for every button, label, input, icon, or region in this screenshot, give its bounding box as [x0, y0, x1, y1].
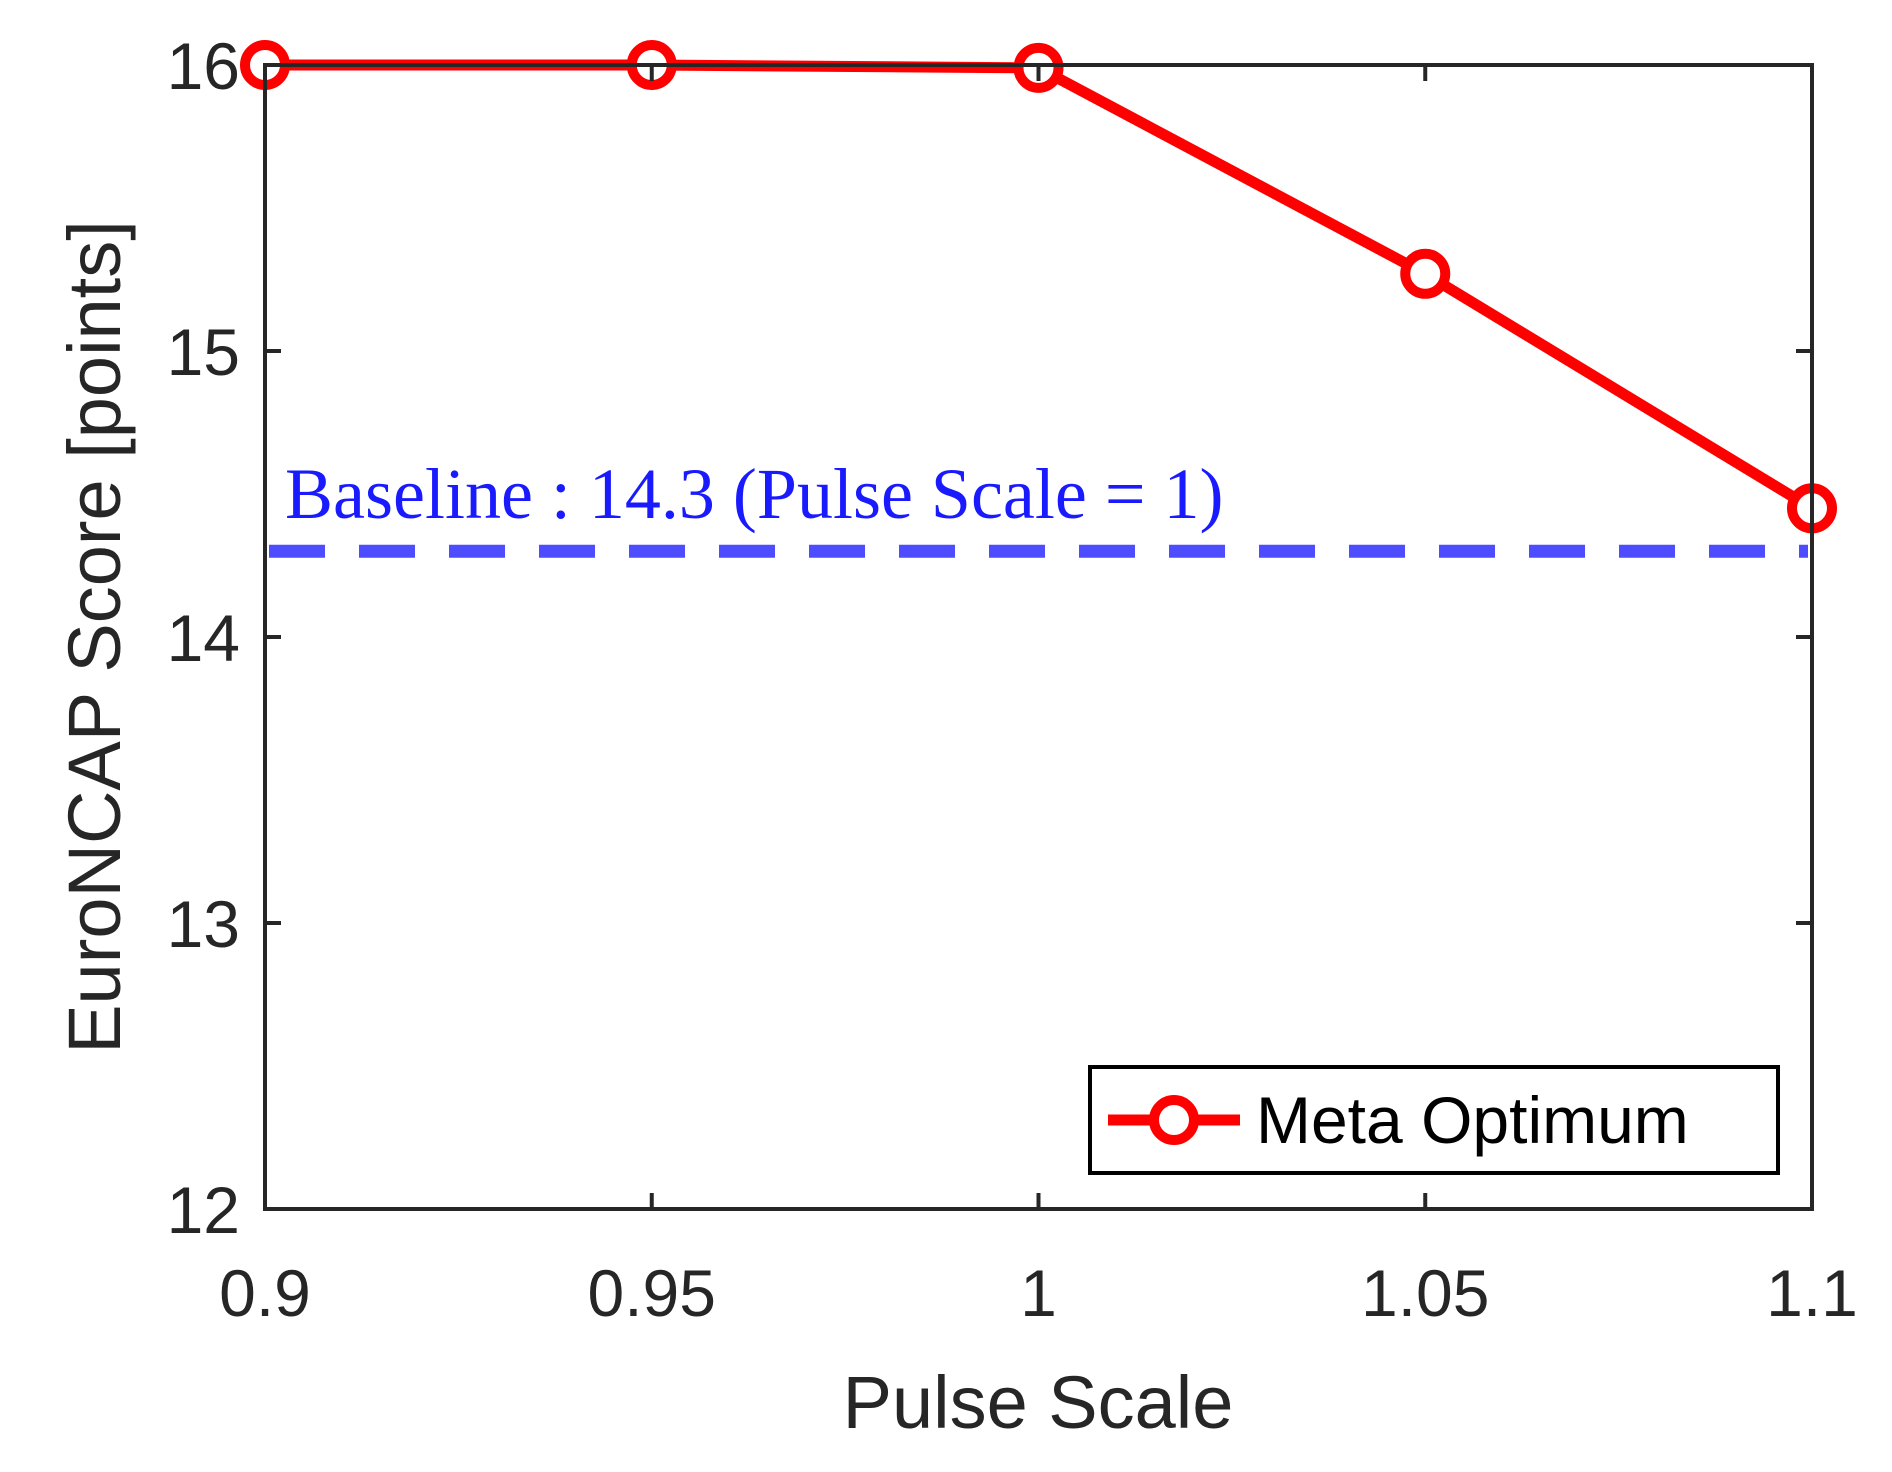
x-tick-label: 0.9	[219, 1256, 311, 1330]
y-axis-title: EuroNCAP Score [points]	[53, 220, 136, 1054]
y-tick-label: 16	[167, 29, 240, 103]
y-tick-label: 14	[167, 601, 240, 675]
data-point-marker	[1400, 248, 1451, 299]
legend-marker-swatch	[1149, 1095, 1199, 1145]
legend-label: Meta Optimum	[1256, 1083, 1689, 1157]
plot-area	[265, 65, 1812, 1209]
x-tick-label: 1.1	[1766, 1256, 1858, 1330]
y-tick-label: 13	[167, 887, 240, 961]
y-tick-label: 15	[167, 315, 240, 389]
y-tick-label: 12	[167, 1173, 240, 1247]
ticks-group: 0.9 0.95 1 1.05 1.1 12 13 14 15 16	[167, 29, 1858, 1330]
x-tick-label: 0.95	[588, 1256, 716, 1330]
x-tick-label: 1	[1020, 1256, 1057, 1330]
baseline-label: Baseline : 14.3 (Pulse Scale = 1)	[285, 454, 1223, 534]
x-axis-title: Pulse Scale	[843, 1361, 1234, 1444]
x-tick-label: 1.05	[1361, 1256, 1489, 1330]
legend: Meta Optimum	[1088, 1065, 1780, 1175]
